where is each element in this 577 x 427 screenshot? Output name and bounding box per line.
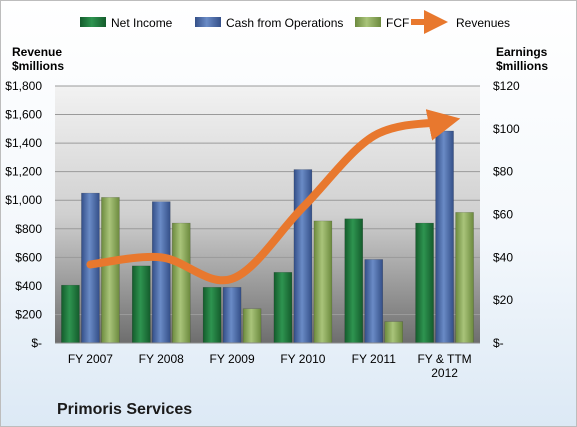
bar-cash-from-operations (435, 130, 454, 344)
right-tick-label: $120 (493, 79, 520, 93)
gridlines (55, 85, 480, 315)
right-axis-ticks: $- $20 $40 $60 $80 $100 $120 (493, 79, 520, 350)
x-tick-label: FY 2008 (139, 352, 184, 366)
bar-cash-from-operations (152, 201, 171, 344)
x-tick-label: FY 2007 (68, 352, 113, 366)
left-tick-label: $400 (15, 279, 42, 293)
left-axis-title-line1: Revenue (12, 45, 62, 59)
left-axis-ticks: $- $200 $400 $600 $800 $1,000 $1,200 $1,400 $1,6… (5, 79, 42, 350)
x-tick-label: FY 2011 (352, 352, 397, 366)
bar-fcf (172, 222, 191, 344)
bar-cash-from-operations (222, 287, 242, 344)
right-axis-title-line1: Earnings (496, 45, 548, 59)
legend-label: Cash from Operations (226, 16, 343, 30)
x-tick-label: FY & TTM 2012 (417, 352, 471, 380)
x-tick-label: FY 2010 (280, 352, 325, 366)
legend-swatch (355, 17, 381, 27)
left-tick-label: $1,400 (5, 136, 42, 150)
right-tick-label: $80 (493, 165, 513, 179)
right-tick-label: $40 (493, 250, 513, 264)
chart-title: Primoris Services (57, 401, 192, 418)
legend-swatch (195, 17, 221, 27)
bar-net-income (61, 284, 80, 344)
bar-net-income (415, 222, 434, 344)
legend: Net Income Cash from Operations FCF Revenue… (80, 10, 510, 34)
legend-label: Net Income (111, 16, 173, 30)
bar-net-income (344, 218, 363, 344)
left-tick-label: $1,600 (5, 108, 42, 122)
bar-net-income (202, 287, 222, 344)
legend-label: Revenues (456, 16, 510, 30)
bar-fcf (455, 212, 474, 344)
left-tick-label: $1,800 (5, 79, 42, 93)
revenue-line (86, 109, 461, 285)
right-axis-title-line2: $millions (496, 59, 548, 73)
x-axis-ticks: FY 2007 FY 2008 FY 2009 FY 2010 FY 2011 FY & … (68, 352, 472, 380)
right-tick-label: $- (493, 336, 504, 350)
bar-fcf (101, 197, 120, 344)
right-tick-label: $60 (493, 208, 513, 222)
bar-cash-from-operations (364, 259, 383, 344)
legend-swatch (80, 17, 106, 27)
bar-fcf (313, 220, 333, 344)
bar-fcf (384, 321, 403, 344)
right-tick-label: $20 (493, 293, 513, 307)
left-tick-label: $600 (15, 250, 42, 264)
bar-fcf (242, 308, 262, 344)
left-axis-title-line2: $millions (12, 59, 64, 73)
bar-net-income (273, 272, 293, 344)
bar-net-income (132, 265, 151, 344)
left-tick-label: $200 (15, 307, 42, 321)
left-tick-label: $1,200 (5, 165, 42, 179)
right-tick-label: $100 (493, 122, 520, 136)
left-tick-label: $800 (15, 222, 42, 236)
left-tick-label: $1,000 (5, 193, 42, 207)
left-tick-label: $- (31, 336, 42, 350)
x-tick-label: FY 2009 (210, 352, 255, 366)
legend-label: FCF (386, 16, 409, 30)
revenue-line-path (86, 109, 461, 285)
